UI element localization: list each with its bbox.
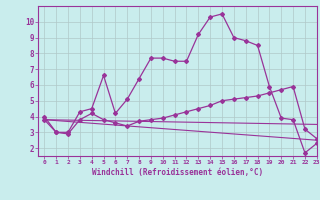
X-axis label: Windchill (Refroidissement éolien,°C): Windchill (Refroidissement éolien,°C) (92, 168, 263, 177)
